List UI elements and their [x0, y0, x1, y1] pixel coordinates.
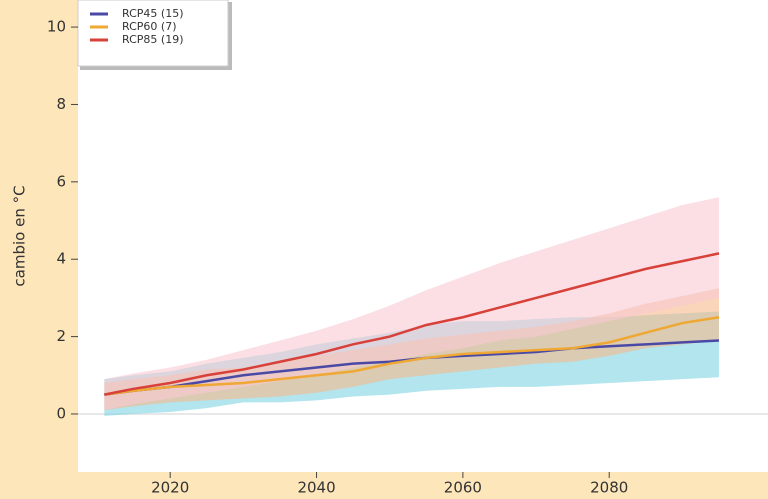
x-tick-label: 2080 [590, 479, 628, 497]
legend-label: RCP45 (15) [122, 7, 183, 20]
x-tick-label: 2040 [297, 479, 335, 497]
legend-label: RCP60 (7) [122, 20, 176, 33]
uncertainty-band [104, 197, 719, 411]
legend-label: RCP85 (19) [122, 33, 183, 46]
legend [77, 0, 229, 67]
y-tick-label: 10 [47, 18, 66, 36]
y-tick-label: 8 [56, 95, 66, 113]
y-tick-label: 6 [56, 172, 66, 190]
x-tick-label: 2020 [151, 479, 189, 497]
line [104, 252, 720, 396]
y-tick-label: 0 [56, 404, 66, 422]
line [104, 316, 720, 396]
y-tick-label: 2 [56, 327, 66, 345]
y-tick-label: 4 [56, 250, 66, 268]
y-axis-label: cambio en °C [11, 185, 29, 286]
x-tick-label: 2060 [444, 479, 482, 497]
